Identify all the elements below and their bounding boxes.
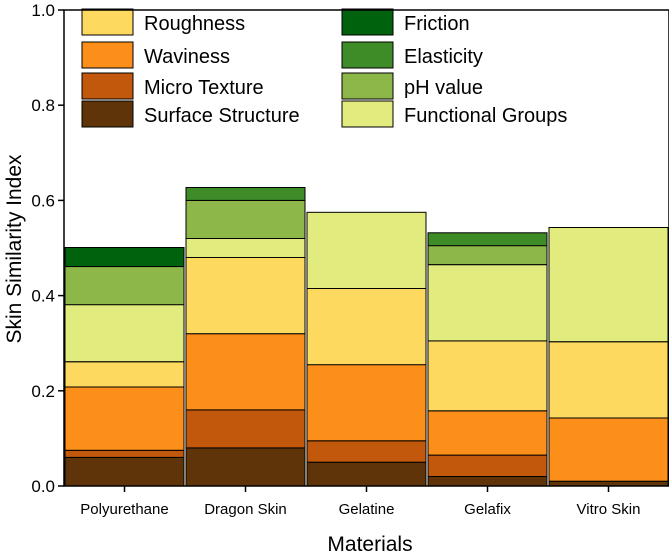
bar-segment xyxy=(548,227,669,343)
y-axis-label: Skin Similarity Index xyxy=(3,154,26,344)
bar-segment xyxy=(306,211,427,289)
x-tick-label: Gelatine xyxy=(339,501,395,518)
bar-segment xyxy=(427,264,548,342)
legend-swatch xyxy=(341,100,394,128)
bar-segment xyxy=(548,341,669,419)
y-tick-label: 0.4 xyxy=(31,287,55,306)
bar-segment xyxy=(185,238,306,258)
legend-swatch xyxy=(341,72,394,100)
y-tick-label: 0.8 xyxy=(31,96,55,115)
bar-segment xyxy=(64,361,185,388)
bar-segment xyxy=(64,304,185,363)
bar-segment xyxy=(64,266,185,306)
bar-segment xyxy=(306,288,427,366)
legend: Roughness Waviness Micro Texture Surface St… xyxy=(81,8,567,128)
legend-swatch xyxy=(81,41,134,69)
legend-label: Elasticity xyxy=(404,46,483,68)
bar-segment xyxy=(427,245,548,266)
y-tick-label: 1.0 xyxy=(31,1,55,20)
x-tick-label: Polyurethane xyxy=(80,501,168,518)
bar-segment xyxy=(185,333,306,411)
legend-swatch xyxy=(81,72,134,100)
bar-segment xyxy=(306,440,427,463)
bar-segment xyxy=(306,461,427,487)
bar-segment xyxy=(185,409,306,449)
x-tick-label: Dragon Skin xyxy=(204,501,287,518)
legend-label: Waviness xyxy=(144,46,230,68)
x-tick-label: Vitro Skin xyxy=(577,501,641,518)
bar-segment xyxy=(427,454,548,478)
bars-group xyxy=(64,187,669,487)
bar-segment xyxy=(185,187,306,201)
legend-swatch xyxy=(81,8,134,36)
legend-label: pH value xyxy=(404,77,483,99)
y-tick-label: 0.2 xyxy=(31,382,55,401)
bar-segment xyxy=(427,476,548,487)
legend-label: Micro Texture xyxy=(144,77,264,99)
legend-label: Roughness xyxy=(144,13,245,35)
legend-swatch xyxy=(81,100,134,128)
x-tick-label: Gelafix xyxy=(464,501,511,518)
bar-segment xyxy=(306,364,427,442)
y-tick-label: 0.6 xyxy=(31,191,55,210)
bar-segment xyxy=(548,417,669,482)
bar-segment xyxy=(427,410,548,456)
bar-segment xyxy=(64,449,185,458)
bar-segment xyxy=(64,386,185,451)
bar-segment xyxy=(427,232,548,247)
legend-label: Friction xyxy=(404,13,470,35)
legend-label: Surface Structure xyxy=(144,105,300,127)
bar-segment xyxy=(185,447,306,487)
axes: 0.0 0.2 0.4 0.6 0.8 1.0 Polyurethane Dragon Ski… xyxy=(31,1,669,518)
bar-segment xyxy=(427,340,548,412)
bar-segment xyxy=(185,257,306,335)
legend-swatch xyxy=(341,8,394,36)
bar-segment xyxy=(64,247,185,267)
x-axis-label: Materials xyxy=(327,533,412,556)
bar-segment xyxy=(64,456,185,487)
legend-label: Functional Groups xyxy=(404,105,567,127)
y-tick-label: 0.0 xyxy=(31,477,55,496)
legend-swatch xyxy=(341,41,394,69)
bar-segment xyxy=(185,199,306,239)
